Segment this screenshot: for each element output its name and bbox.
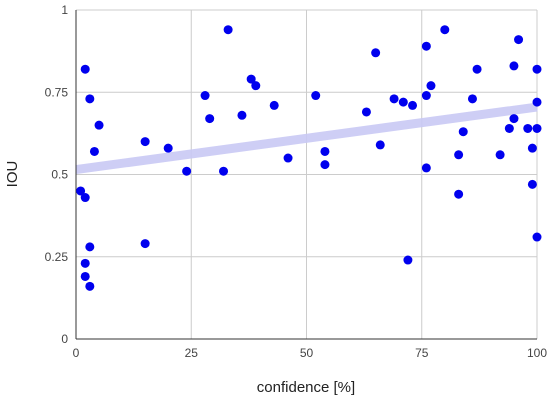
data-point [311,91,321,101]
data-point [527,143,537,153]
x-tick-label: 100 [527,346,547,360]
x-tick-label: 75 [415,346,429,360]
data-point [532,232,542,242]
data-point [140,239,150,249]
data-point [509,61,519,71]
data-point [403,255,413,265]
data-point [361,107,371,117]
data-point [509,114,519,124]
data-point [514,35,524,45]
data-point [398,97,408,107]
data-point [80,258,90,268]
x-tick-label: 25 [185,346,199,360]
data-point [320,160,330,170]
data-point [85,242,95,252]
data-point [223,25,233,35]
data-point [389,94,399,104]
data-point [426,81,436,91]
y-tick-label: 0 [61,332,68,346]
data-point [163,143,173,153]
grid-lines [76,9,538,339]
data-point [320,146,330,156]
data-point [472,64,482,74]
data-point [85,94,95,104]
data-point [532,64,542,74]
data-point [495,150,505,160]
data-point [375,140,385,150]
data-point [504,123,514,133]
data-point [246,74,256,84]
data-point [140,137,150,147]
y-axis-title: IOU [4,161,21,188]
data-point [80,64,90,74]
data-point [205,114,215,124]
y-tick-label: 0.5 [51,168,68,182]
data-point [467,94,477,104]
y-tick-label: 0.75 [45,85,69,99]
data-point [371,48,381,58]
data-point [269,100,279,110]
data-point [421,91,431,101]
x-tick-label: 50 [300,346,314,360]
data-point [527,179,537,189]
data-point [182,166,192,176]
data-point [251,81,261,91]
x-tick-label: 0 [73,346,80,360]
data-point [85,281,95,291]
data-point [421,163,431,173]
data-point [454,150,464,160]
data-point [200,91,210,101]
data-point [94,120,104,130]
data-point [237,110,247,120]
data-point [76,186,86,196]
trendline-layer [75,102,538,175]
data-point [283,153,293,163]
data-point [421,41,431,51]
data-point [523,123,533,133]
tick-labels: 0 25 50 75 100 0 0.25 0.5 0.75 1 [45,3,548,360]
data-point [458,127,468,137]
x-axis-title: confidence [%] [257,379,355,396]
y-tick-label: 1 [61,3,68,17]
axes [75,10,537,340]
data-point [408,100,418,110]
trendline [75,102,538,175]
data-point [219,166,229,176]
data-point [440,25,450,35]
data-point [532,97,542,107]
data-point [454,189,464,199]
y-tick-label: 0.25 [45,250,69,264]
data-point [532,123,542,133]
data-point [80,271,90,281]
data-point [80,193,90,203]
data-point [89,146,99,156]
data-points [76,25,542,291]
